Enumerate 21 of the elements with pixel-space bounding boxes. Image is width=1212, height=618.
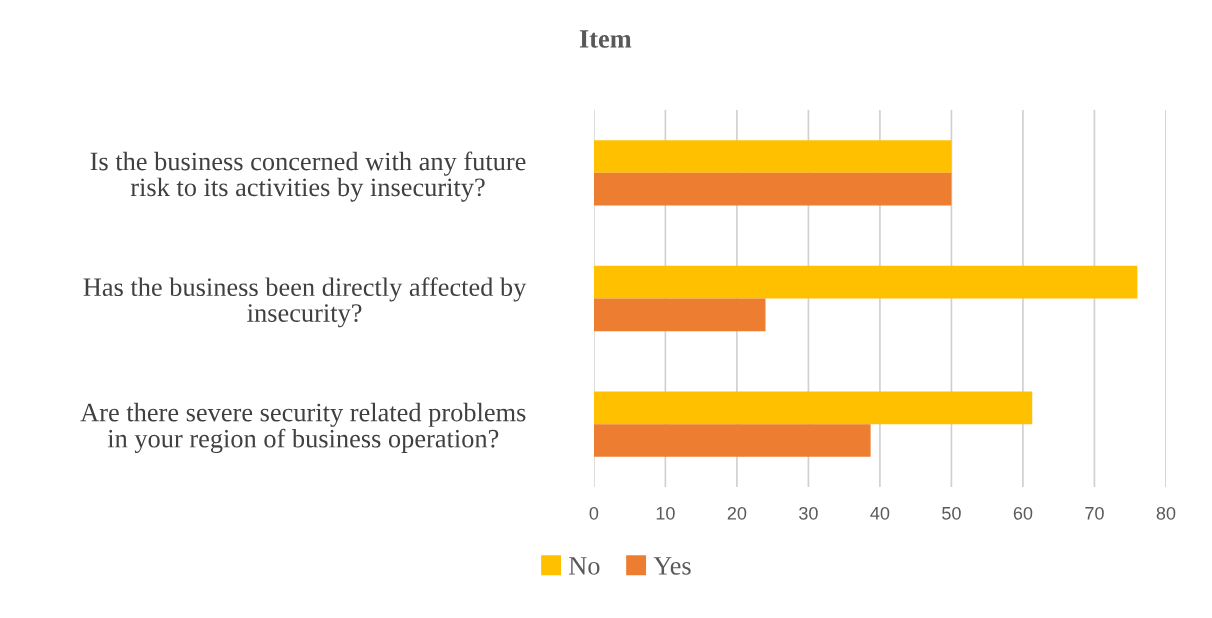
x-tick-label: 70 — [1085, 506, 1104, 520]
bar — [593, 424, 871, 457]
x-tick-label: 40 — [870, 506, 890, 520]
bar — [593, 391, 1033, 425]
x-tick-label: 80 — [1156, 506, 1176, 520]
legend-label: Yes — [653, 557, 691, 575]
x-tick-label: 0 — [589, 506, 599, 520]
x-tick-label: 30 — [799, 506, 818, 520]
y-tick-label: Are there severe security related problems in your region of business operation? — [80, 402, 526, 453]
x-tick-label: 20 — [727, 506, 747, 520]
y-tick-label: Is the business concerned with any future risk to its activities by insecurity? — [90, 151, 526, 202]
bar — [593, 140, 952, 173]
legend-label: No — [569, 557, 600, 575]
x-tick-label: 10 — [656, 506, 675, 520]
x-tick-label: 50 — [942, 506, 961, 520]
chart-title: Item — [579, 30, 632, 48]
bar — [593, 265, 1138, 299]
bar — [593, 298, 766, 332]
x-tick-label: 60 — [1013, 506, 1033, 520]
y-tick-label: Has the business been directly affected by insecurity? — [83, 277, 527, 328]
bar — [593, 172, 952, 206]
